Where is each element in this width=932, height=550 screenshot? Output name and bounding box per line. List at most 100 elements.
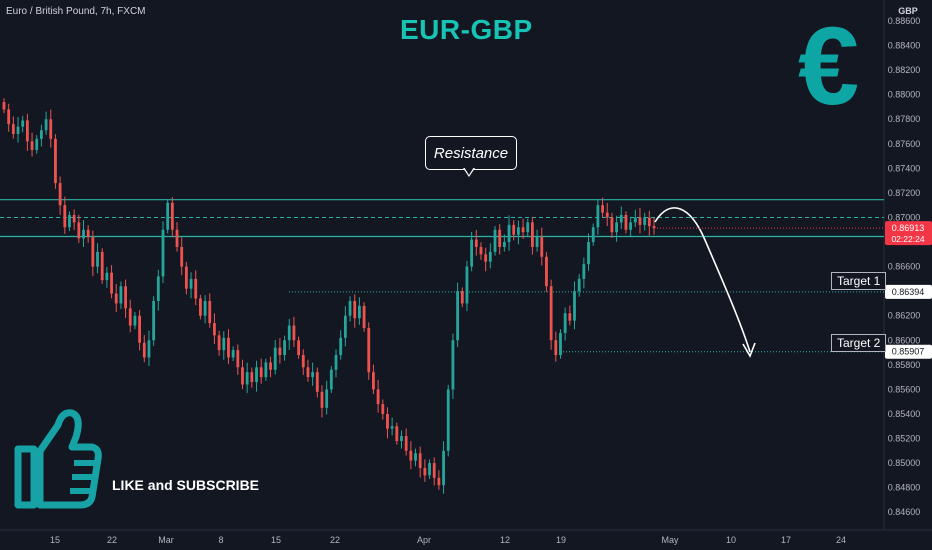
- candle-body: [255, 367, 258, 383]
- candle-body: [217, 335, 221, 351]
- candle-body: [521, 227, 525, 233]
- time-tick-label: 19: [556, 535, 566, 545]
- candle-body: [278, 347, 282, 356]
- candle-body: [647, 217, 651, 227]
- candle-body: [245, 372, 249, 385]
- candle-body: [311, 372, 315, 378]
- candle-body: [357, 305, 361, 319]
- candle-body: [329, 369, 333, 390]
- current-price-tag: 0.86913: [892, 223, 925, 233]
- candle-body: [390, 426, 394, 429]
- candle-body: [400, 436, 403, 441]
- candle-body: [58, 183, 62, 206]
- candle-body: [325, 389, 329, 408]
- candle-body: [474, 239, 478, 247]
- candle-body: [119, 286, 123, 304]
- candle-body: [563, 313, 567, 333]
- candle-body: [493, 229, 497, 252]
- candle-body: [301, 355, 305, 368]
- candle-body: [465, 266, 469, 304]
- candle-body: [414, 453, 417, 461]
- current-price-bg: [885, 221, 932, 246]
- time-tick-label: 24: [836, 535, 846, 545]
- callout-pointer-inner: [464, 167, 474, 175]
- candle-body: [610, 217, 614, 233]
- chart-title: EUR-GBP: [400, 14, 533, 45]
- candle-body: [236, 350, 240, 368]
- candle-body: [615, 222, 618, 233]
- candle-body: [470, 239, 474, 267]
- candle-body: [535, 237, 539, 247]
- time-tick-label: 8: [218, 535, 223, 545]
- candle-body: [273, 347, 277, 370]
- candle-body: [446, 389, 450, 451]
- price-tick-label: 0.86200: [888, 311, 921, 321]
- candle-body: [208, 300, 212, 324]
- time-tick-label: 22: [107, 535, 117, 545]
- candle-body: [105, 272, 109, 281]
- time-tick-label: 12: [500, 535, 510, 545]
- candle-body: [507, 224, 511, 243]
- candle-body: [367, 328, 371, 373]
- candle-body: [114, 293, 118, 304]
- candle-body: [227, 337, 230, 358]
- candle-body: [428, 463, 431, 476]
- price-tick-label: 0.88600: [888, 16, 921, 26]
- candle-body: [142, 342, 146, 358]
- candle-body: [259, 367, 263, 378]
- candle-body: [540, 237, 544, 257]
- candle-body: [86, 229, 90, 238]
- price-tick-label: 0.88400: [888, 41, 921, 51]
- candle-body: [44, 119, 48, 131]
- candle-body: [456, 291, 459, 341]
- price-tick-label: 0.87800: [888, 114, 921, 124]
- candle-body: [100, 251, 104, 281]
- candle-body: [479, 246, 483, 255]
- candle-body: [484, 254, 488, 262]
- symbol-label[interactable]: Euro / British Pound, 7h, FXCM: [6, 6, 146, 17]
- candle-body: [297, 340, 301, 356]
- candle-body: [619, 215, 623, 223]
- target1-label: Target 1: [831, 272, 887, 290]
- price-tick-label: 0.87400: [888, 163, 921, 173]
- price-tick-label: 0.88200: [888, 65, 921, 75]
- candle-body: [376, 389, 380, 405]
- candle-body: [437, 477, 441, 486]
- candle-body: [432, 463, 436, 478]
- candle-body: [502, 242, 506, 247]
- candle-body: [605, 212, 609, 218]
- time-tick-label: 15: [271, 535, 281, 545]
- candle-body: [161, 229, 165, 277]
- price-tick-label: 0.87200: [888, 188, 921, 198]
- candle-body: [386, 413, 389, 429]
- candle-body: [395, 426, 399, 441]
- thumbs-up-icon: [14, 409, 102, 509]
- candle-body: [269, 362, 272, 370]
- candle-body: [199, 298, 202, 316]
- candle-body: [624, 215, 628, 230]
- time-tick-label: 17: [781, 535, 791, 545]
- candle-body: [25, 120, 29, 142]
- candle-body: [320, 391, 324, 408]
- candle-body: [498, 229, 502, 247]
- candle-body: [16, 126, 20, 134]
- price-axis-currency: GBP: [898, 6, 918, 16]
- target2-price-tag-bg: [885, 344, 932, 359]
- candle-body: [213, 323, 216, 336]
- candle-body: [21, 120, 25, 127]
- candle-body: [306, 367, 310, 378]
- candle-body: [91, 237, 95, 267]
- candle-body: [488, 251, 492, 262]
- candle-body: [545, 256, 548, 287]
- candle-body: [596, 205, 600, 228]
- candle-body: [582, 264, 586, 279]
- price-tick-label: 0.87000: [888, 212, 921, 222]
- candle-body: [591, 227, 595, 243]
- candle-body: [423, 467, 427, 476]
- candle-body: [577, 278, 581, 292]
- candle-body: [409, 450, 413, 461]
- candle-body: [451, 340, 455, 390]
- candle-body: [587, 242, 590, 265]
- candle-body: [68, 215, 71, 228]
